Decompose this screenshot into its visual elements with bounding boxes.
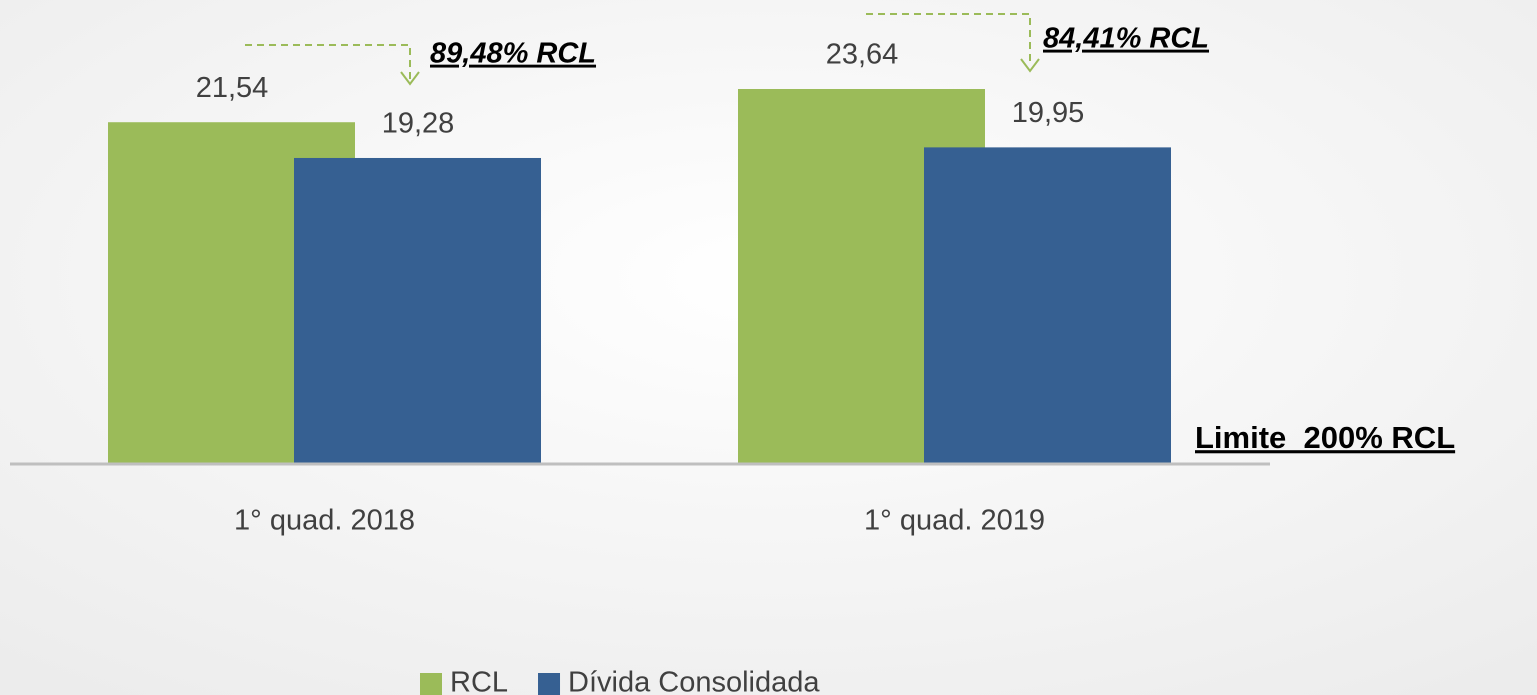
legend-label: Dívida Consolidada [568,667,820,695]
x-tick-label: 1° quad. 2018 [234,505,415,537]
value-label: 19,28 [382,108,455,140]
annotation-arrows [245,13,1040,86]
arrow-1 [245,44,411,80]
annotation: 89,48% RCL [430,38,596,70]
bar [294,157,541,463]
annotation: Limite 200% RCL [1195,420,1455,455]
legend-swatch [420,673,442,695]
annotation: 84,41% RCL [1043,23,1209,55]
arrow-2 [866,13,1031,66]
value-label: 19,95 [1012,97,1085,129]
value-label: 23,64 [826,39,899,71]
value-label: 21,54 [196,72,269,104]
bar [924,147,1171,463]
x-tick-label: 1° quad. 2019 [864,505,1045,537]
arrow-head-1 [400,71,420,86]
legend-swatch [538,673,561,695]
legend-label: RCL [450,667,508,695]
arrow-head-2 [1020,58,1040,73]
